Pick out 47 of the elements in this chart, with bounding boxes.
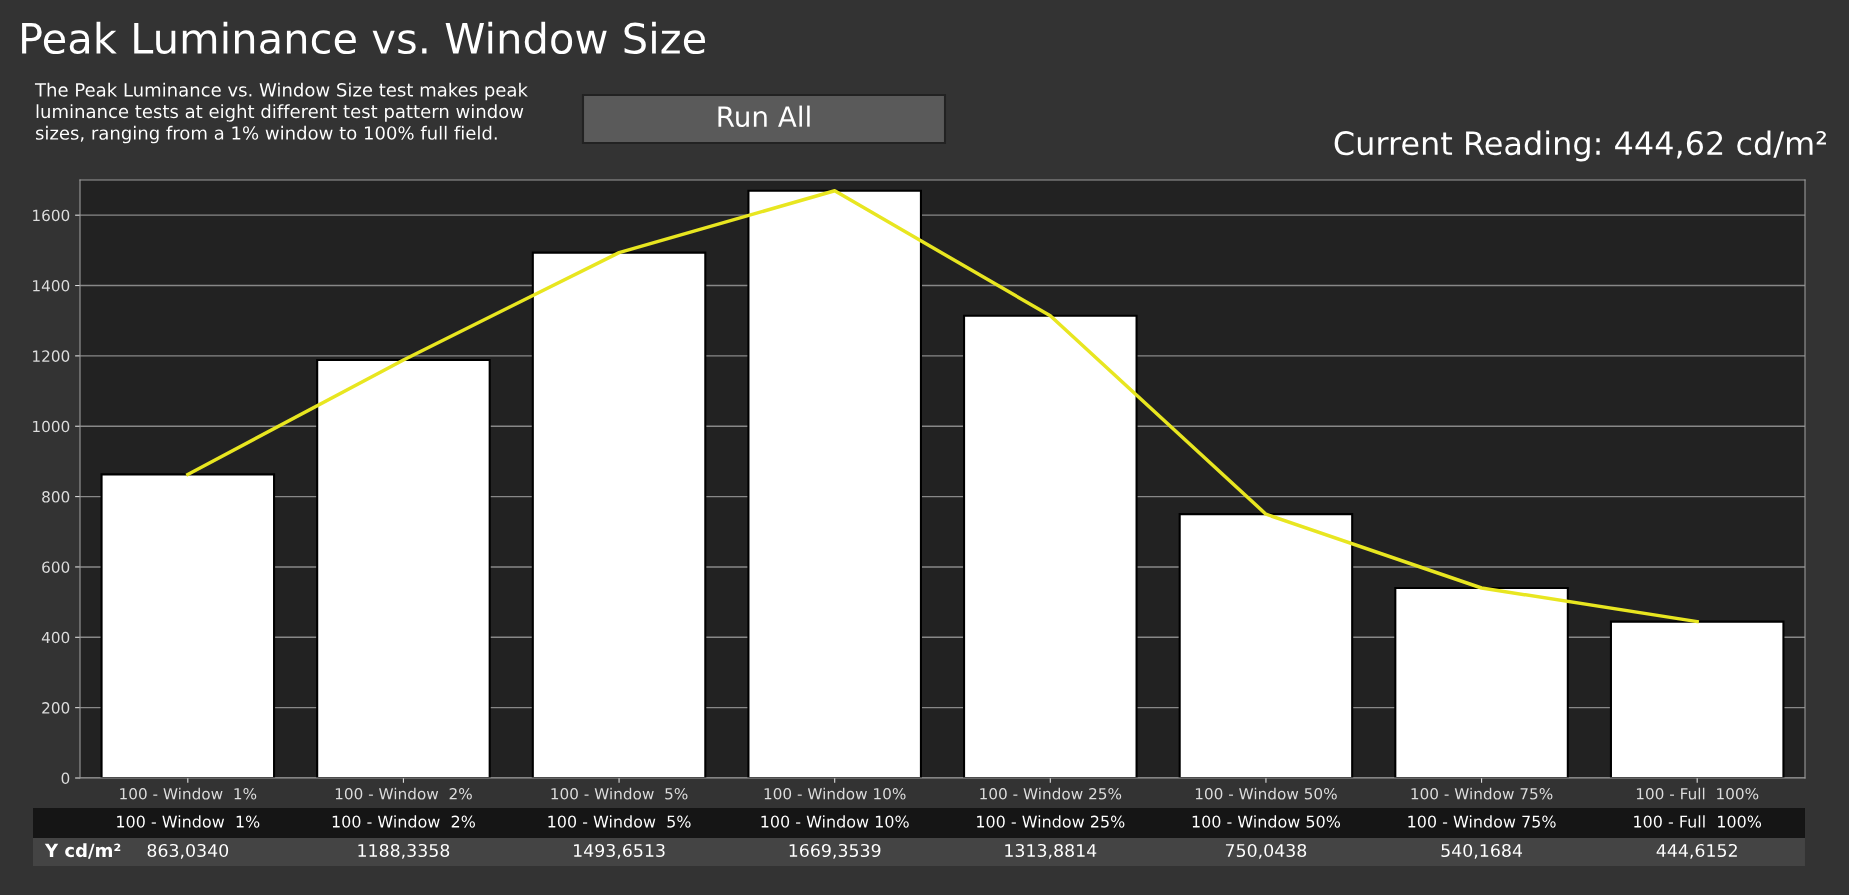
x-tick-label: 100 - Window 2% (335, 787, 472, 800)
y-tick-label: 800 (42, 491, 70, 503)
data-label: 1493,6513 (574, 843, 665, 859)
category-label: 100 - Window 75% (1408, 815, 1556, 828)
y-tick-label: 1000 (33, 420, 70, 433)
y-tick-label: 1200 (33, 350, 70, 362)
category-label: 100 - Window 5% (548, 815, 691, 828)
data-label: 540,1684 (1441, 843, 1523, 859)
y-tick-label: 600 (42, 561, 70, 573)
x-tick-label: 100 - Window 25% (980, 787, 1122, 800)
data-label: 863,0340 (147, 843, 229, 859)
category-label: 100 - Window 2% (332, 815, 475, 828)
text: Run All (718, 105, 810, 128)
data-label: 1313,8814 (1005, 843, 1097, 859)
bar (100, 473, 276, 778)
x-tick-label: 100 - Window 1% (120, 787, 257, 800)
text: Y cd/m² (44, 843, 121, 859)
chart-title: Peak Luminance vs. Window Size (22, 21, 706, 55)
x-tick-label: 100 - Window 50% (1195, 787, 1337, 800)
text: The Peak Luminance vs. Window Size test makes peak luminance tests at eight different test pattern window sizes, ranging from a 1% window to 100% full field. (34, 82, 528, 144)
category-label: 100 - Window 25% (977, 815, 1125, 828)
bar (1394, 586, 1569, 778)
x-tick-label: 100 - Full 100% (1636, 787, 1759, 800)
y-tick-label: 0 (61, 772, 70, 785)
line-series (186, 189, 1699, 624)
data-label: 1669,3539 (789, 843, 881, 859)
data-label: 444,6152 (1656, 843, 1737, 859)
text: Current Reading: 444,62 cd/m² (1334, 130, 1826, 162)
y-tick-label: 1400 (33, 279, 70, 292)
data-label: 750,0438 (1225, 843, 1307, 859)
bar (1178, 513, 1354, 778)
y-tick-label: 1600 (33, 209, 70, 222)
bar (531, 251, 707, 778)
bar (1609, 620, 1785, 778)
bar (963, 314, 1138, 778)
y-tick-label: 400 (41, 631, 70, 644)
x-tick-label: 100 - Window 75% (1411, 787, 1553, 800)
category-label: 100 - Window 10% (761, 815, 909, 828)
x-tick-label: 100 - Window 10% (764, 787, 906, 800)
bar (747, 189, 922, 778)
category-label: 100 - Window 50% (1192, 815, 1341, 828)
category-label: 100 - Full 100% (1634, 815, 1762, 828)
category-label: 100 - Window 1% (117, 815, 260, 828)
data-label: 1188,3358 (358, 843, 450, 859)
x-tick-label: 100 - Window 5% (551, 787, 688, 800)
bar (316, 358, 491, 778)
y-tick-label: 200 (42, 702, 70, 714)
